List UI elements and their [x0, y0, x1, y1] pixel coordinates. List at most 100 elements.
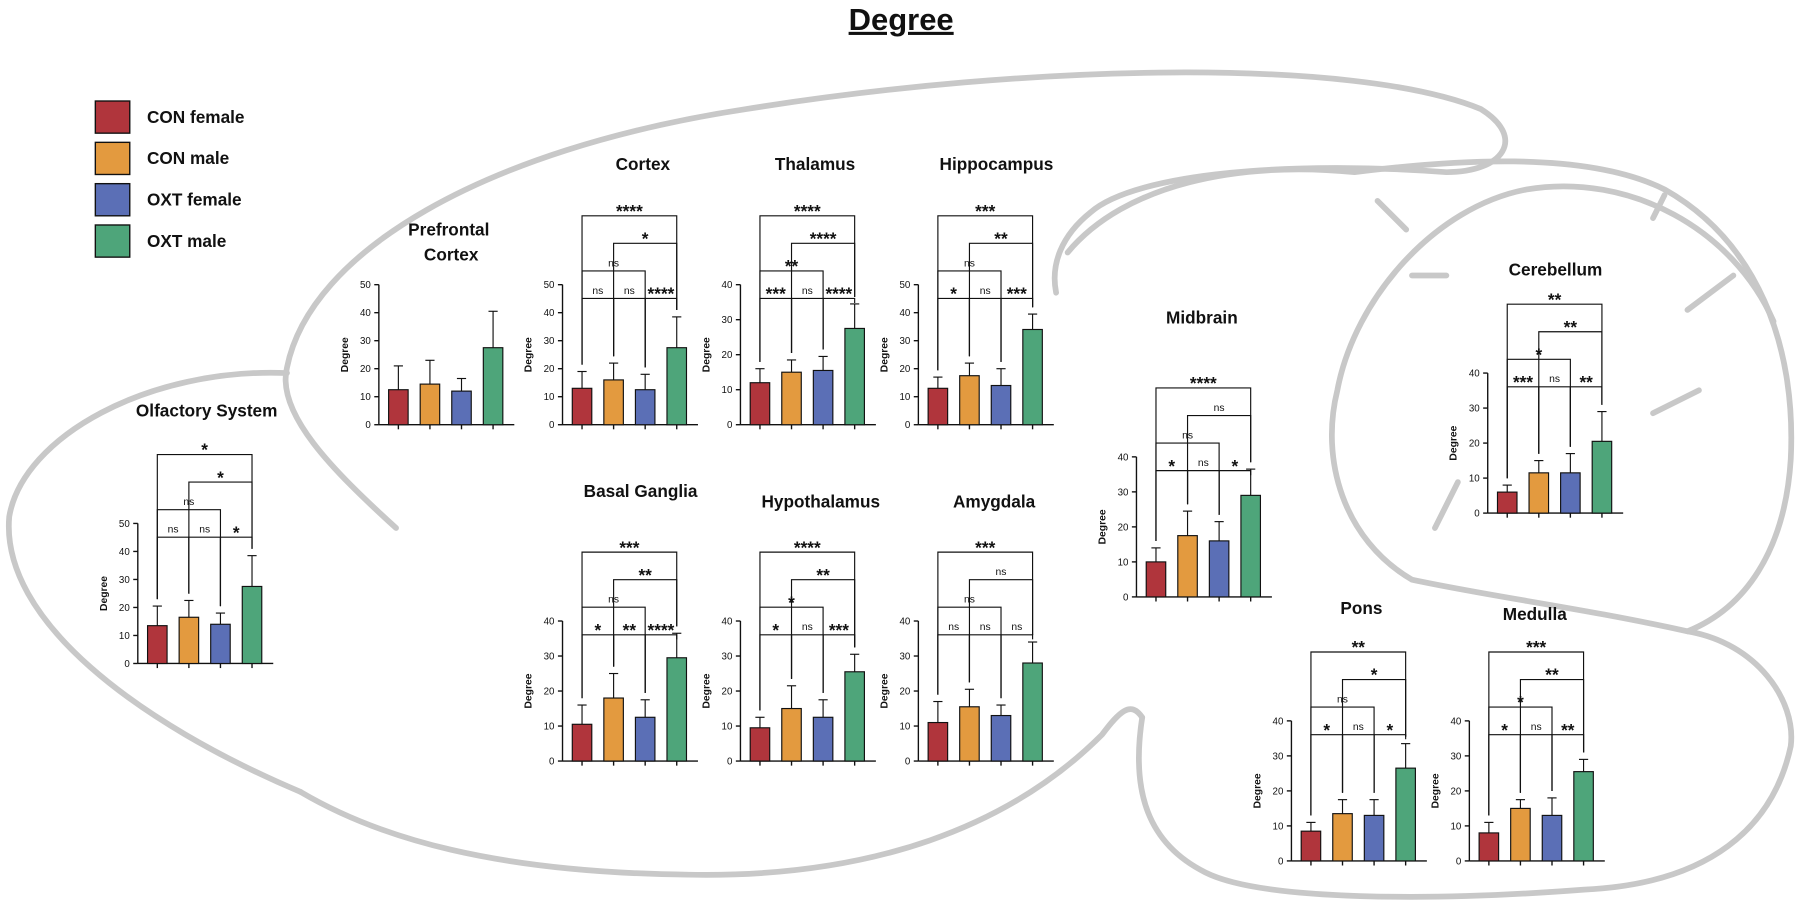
significance-bracket: [156, 536, 190, 600]
bar: [812, 369, 834, 426]
y-tick-label: 30: [119, 575, 130, 586]
bar: [1395, 767, 1416, 862]
y-tick-label: 0: [905, 420, 911, 431]
significance-label: ns: [948, 622, 959, 633]
significance-bracket: [613, 634, 646, 693]
cerebrum-outline: [282, 69, 1509, 531]
y-tick-label: 40: [899, 308, 910, 319]
bar: [927, 387, 949, 426]
y-axis-label: Degree: [99, 576, 110, 611]
chart-title: Pons: [1340, 598, 1382, 618]
y-tick-label: 0: [727, 420, 733, 431]
bar: [419, 383, 441, 426]
bar: [388, 389, 409, 426]
significance-bracket: [1538, 386, 1571, 454]
bar: [603, 379, 624, 426]
significance-label: **: [623, 620, 637, 640]
brain-outline: [6, 69, 1795, 900]
significance-bracket: [613, 297, 646, 368]
significance-label: *: [217, 467, 224, 487]
significance-label: ns: [1353, 722, 1364, 733]
bar: [1145, 561, 1167, 598]
y-tick-label: 40: [1118, 452, 1129, 463]
significance-label: ns: [1011, 622, 1022, 633]
significance-bracket: [1155, 470, 1189, 542]
significance-label: **: [638, 565, 652, 585]
bar: [844, 671, 865, 762]
bar: [1363, 814, 1385, 862]
y-tick-label: 20: [1118, 522, 1129, 533]
bar: [844, 327, 865, 426]
y-tick-label: 20: [722, 686, 733, 697]
bar: [990, 714, 1012, 762]
chart-title: Cerebellum: [1509, 259, 1603, 279]
y-tick-label: 10: [722, 721, 733, 732]
y-tick-label: 20: [899, 686, 910, 697]
y-tick-label: 20: [1273, 786, 1284, 797]
chart-title: Thalamus: [775, 154, 855, 174]
significance-bracket: [581, 551, 678, 699]
y-tick-label: 10: [1118, 557, 1129, 568]
y-tick-label: 0: [1456, 856, 1462, 867]
legend-swatch: [94, 141, 131, 176]
y-tick-label: 40: [544, 616, 555, 627]
y-tick-label: 20: [722, 350, 733, 361]
significance-bracket: [1506, 386, 1540, 479]
bar: [959, 706, 980, 762]
bar: [634, 716, 656, 762]
cerebellum-fold: [1374, 192, 1737, 531]
significance-label: ns: [996, 567, 1007, 578]
y-axis-label: Degree: [524, 673, 535, 708]
y-tick-label: 20: [360, 364, 371, 375]
chart-title: Olfactory System: [136, 401, 278, 421]
significance-bracket: [1506, 303, 1603, 479]
y-axis-label: Degree: [1449, 425, 1460, 460]
bar: [666, 657, 688, 762]
y-tick-label: 10: [119, 631, 130, 642]
bar: [1478, 832, 1500, 862]
significance-bracket: [581, 297, 615, 365]
significance-bracket: [968, 634, 1002, 699]
significance-label: ****: [810, 229, 837, 249]
y-axis-label: Degree: [701, 673, 712, 708]
significance-label: ns: [980, 622, 991, 633]
y-tick-label: 0: [1123, 592, 1129, 603]
significance-label: ****: [648, 284, 675, 304]
y-axis-label: Degree: [524, 337, 535, 372]
significance-bracket: [156, 453, 253, 600]
significance-label: ****: [648, 620, 675, 640]
significance-label: ***: [829, 620, 849, 640]
significance-label: ns: [802, 286, 813, 297]
significance-label: **: [816, 565, 830, 585]
significance-bracket: [790, 297, 824, 354]
bar: [451, 390, 472, 426]
chart-title: Prefrontal Cortex: [408, 219, 494, 264]
significance-bracket: [759, 634, 793, 711]
y-axis-label: Degree: [340, 337, 351, 372]
chart-title: Medulla: [1503, 604, 1567, 624]
chart-title: Hippocampus: [940, 154, 1054, 174]
y-tick-label: 0: [549, 420, 555, 431]
significance-label: ***: [1513, 372, 1533, 392]
y-axis-label: Degree: [701, 337, 712, 372]
bar: [178, 616, 200, 665]
legend-label: OXT male: [147, 231, 226, 251]
significance-label: *: [1323, 720, 1330, 740]
y-tick-label: 10: [899, 392, 910, 403]
significance-label: **: [1561, 720, 1575, 740]
significance-label: *: [1168, 456, 1175, 476]
bar: [146, 625, 168, 665]
significance-bracket: [759, 551, 856, 711]
significance-label: *: [594, 620, 601, 640]
y-tick-label: 20: [119, 603, 130, 614]
bar: [927, 721, 949, 762]
significance-bracket: [581, 634, 615, 699]
significance-bracket: [759, 297, 793, 362]
significance-label: ***: [975, 537, 995, 557]
significance-label: ns: [592, 286, 603, 297]
